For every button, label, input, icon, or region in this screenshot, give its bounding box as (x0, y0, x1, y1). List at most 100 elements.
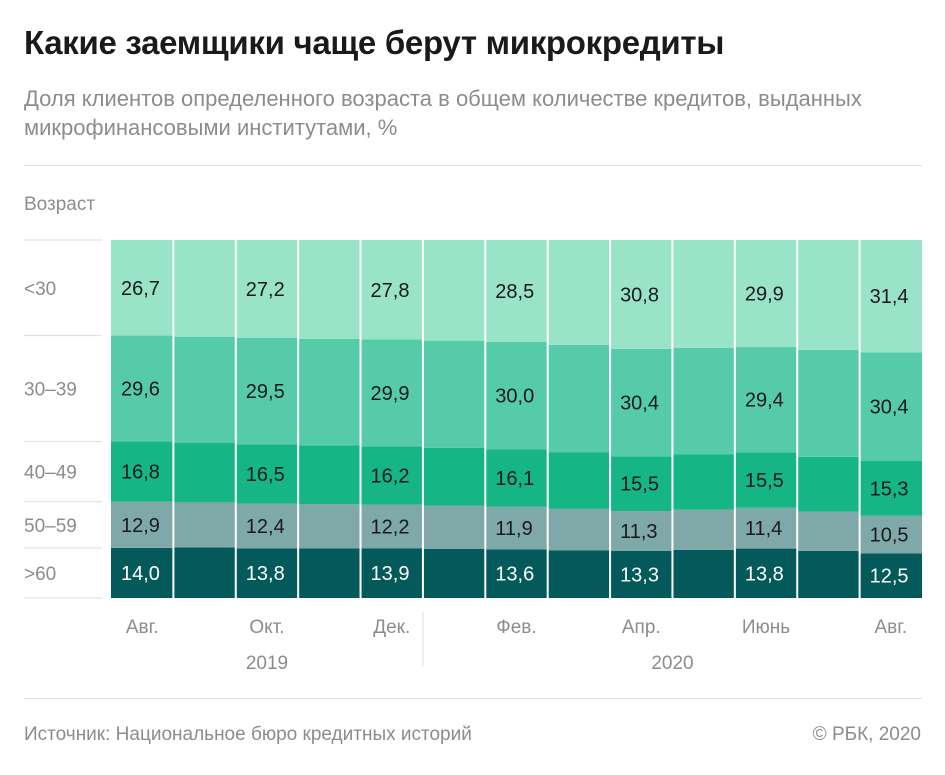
x-tick-label: Авг. (874, 617, 907, 638)
bar-segment (610, 511, 673, 551)
segment-value-label: 12,9 (121, 515, 160, 537)
bar-segment (111, 335, 174, 442)
segment-labels-layer: 14,0 12,9 16,8 29,6 26,7 13,8 12,4 16,5 29,5 27,2… (121, 278, 909, 588)
segment-value-label: 11,3 (620, 521, 657, 543)
bar-segment (797, 511, 860, 551)
bar-segment (485, 341, 548, 450)
bar-segment (672, 509, 735, 550)
copyright-note: © РБК, 2020 (812, 724, 921, 745)
segment-value-label: 15,3 (870, 478, 909, 500)
bar-segment (547, 240, 611, 345)
segment-value-label: 28,5 (495, 281, 534, 303)
bar-segment (797, 550, 860, 598)
segment-value-label: 29,5 (246, 381, 285, 403)
bar-segment (734, 347, 798, 453)
segment-value-label: 16,5 (246, 464, 285, 486)
segment-value-label: 27,8 (371, 280, 410, 302)
segment-value-label: 12,2 (371, 516, 410, 538)
bar-segment (360, 240, 423, 340)
age-group-label: >60 (24, 564, 56, 585)
segment-value-label: 30,0 (495, 386, 534, 408)
bar-segment (797, 456, 860, 512)
segment-value-label: 29,9 (745, 284, 784, 306)
segment-value-label: 12,5 (870, 566, 909, 588)
segment-value-label: 30,4 (620, 393, 659, 415)
bar-segment (610, 240, 673, 349)
bar-segment (734, 507, 798, 549)
segment-value-label: 14,0 (121, 563, 160, 585)
chart-title: Какие заемщики чаще берут микрокредиты (24, 24, 725, 61)
bar-segment (859, 240, 922, 353)
segment-value-label: 16,8 (121, 462, 160, 484)
bar-segment (672, 454, 735, 510)
segment-value-label: 29,6 (121, 379, 160, 401)
bar-segment (235, 240, 299, 338)
x-tick-label: Окт. (249, 617, 284, 638)
bar-segment (235, 444, 299, 504)
bar-segment (360, 339, 423, 447)
bar-segment (173, 442, 236, 503)
bar-segment (111, 547, 174, 598)
bars-layer (111, 240, 922, 598)
bar-segment (485, 449, 548, 507)
bar-segment (298, 548, 361, 598)
bar-segment (360, 504, 423, 549)
stacked-bar-chart: 14,0 12,9 16,8 29,6 26,7 13,8 12,4 16,5 29,5 27,2… (24, 194, 922, 674)
bottom-divider (24, 698, 922, 699)
bar-segment (422, 447, 486, 506)
x-tick-label: Фев. (496, 617, 536, 638)
bar-segment (610, 456, 673, 512)
bar-segment (111, 501, 174, 548)
year-label: 2020 (651, 653, 693, 674)
bar-segment (360, 446, 423, 505)
bar-segment (610, 550, 673, 598)
bar-segment (610, 348, 673, 457)
top-divider (24, 165, 922, 166)
bar-segment (235, 337, 299, 445)
bar-segment (547, 452, 611, 509)
chart-subtitle: Доля клиентов определенного возраста в о… (24, 86, 862, 140)
segment-value-label: 13,9 (371, 563, 410, 585)
bar-segment (859, 553, 922, 598)
x-tick-label: Авг. (126, 617, 159, 638)
segment-value-label: 11,4 (745, 518, 782, 540)
segment-value-label: 16,1 (495, 468, 534, 490)
x-tick-label: Июнь (742, 617, 790, 638)
bar-segment (485, 506, 548, 550)
bar-segment (298, 240, 361, 339)
bar-segment (547, 344, 611, 453)
bar-segment (173, 502, 236, 548)
bar-segment (859, 515, 922, 554)
bar-segment (797, 349, 860, 457)
bar-segment (734, 452, 798, 508)
segment-value-label: 29,9 (371, 383, 410, 405)
bar-segment (672, 240, 735, 348)
age-group-label: 30–39 (24, 380, 77, 401)
bar-segment (734, 548, 798, 598)
bar-segment (797, 240, 860, 350)
bar-segment (485, 240, 548, 342)
bar-segment (859, 461, 922, 516)
segment-value-label: 26,7 (121, 278, 160, 300)
segment-value-label: 13,8 (745, 563, 784, 585)
bar-segment (672, 549, 735, 598)
bar-segment (235, 548, 299, 598)
segment-value-label: 30,4 (870, 397, 909, 419)
bar-segment (298, 338, 361, 446)
bar-segment (360, 548, 423, 598)
segment-value-label: 11,9 (495, 518, 532, 540)
segment-value-label: 12,4 (246, 516, 285, 538)
bar-segment (485, 549, 548, 598)
x-tick-label: Апр. (622, 617, 661, 638)
segment-value-label: 10,5 (870, 525, 909, 547)
bar-segment (422, 548, 486, 598)
segment-value-label: 27,2 (246, 279, 285, 301)
source-note: Источник: Национальное бюро кредитных ис… (24, 724, 472, 745)
bar-segment (547, 550, 611, 598)
y-axis-title: Возраст (24, 194, 95, 215)
bar-segment (298, 504, 361, 549)
bar-segment (734, 240, 798, 348)
bar-segment (547, 508, 611, 551)
bar-segment (111, 240, 174, 336)
segment-value-label: 30,8 (620, 284, 659, 306)
